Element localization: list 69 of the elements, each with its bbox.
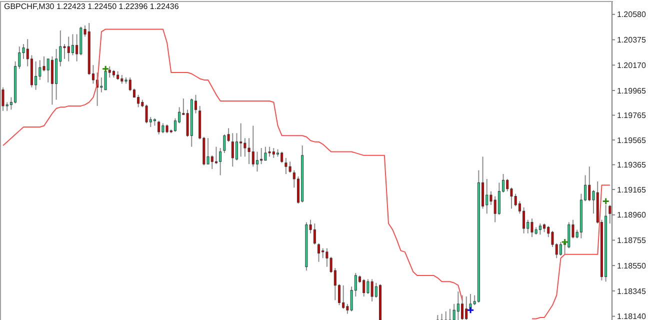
candlestick [235, 132, 238, 161]
y-tick-label: 1.20170 [617, 60, 646, 70]
candlestick [465, 296, 468, 320]
candlestick [272, 148, 275, 158]
y-tick-label: 1.18960 [617, 210, 646, 220]
candlestick [322, 248, 324, 259]
y-tick-label: 1.19165 [617, 185, 646, 194]
point [102, 65, 110, 73]
point [561, 238, 569, 246]
y-tick-label: 1.18140 [617, 312, 646, 320]
candlestick [145, 104, 148, 124]
candlestick [498, 182, 500, 216]
candlestick [440, 313, 444, 320]
candlestick [158, 120, 160, 135]
y-tick-label: 1.19765 [617, 111, 646, 120]
chart-title: GBPCHF,M30 1.22423 1.22450 1.22396 1.22436 [4, 2, 179, 11]
candlestick [162, 122, 164, 134]
point [466, 306, 474, 314]
candlestick [2, 86, 4, 112]
candlestick [67, 36, 70, 62]
candlestick [214, 146, 218, 165]
candlestick [559, 242, 562, 256]
y-tick-label: 1.18550 [617, 261, 646, 270]
y-tick-label: 1.19565 [617, 136, 646, 145]
candlestick [284, 157, 288, 174]
candlestick [588, 166, 591, 202]
candlestick [240, 122, 242, 158]
candlestick [63, 44, 66, 60]
candlestick [50, 56, 54, 106]
candlestick [288, 161, 292, 174]
candlestick [244, 138, 246, 158]
candlestick [461, 294, 464, 320]
candlestick [223, 134, 226, 154]
candlestick [456, 291, 460, 320]
candlestick [568, 222, 570, 249]
candlestick [260, 148, 263, 165]
candlestick [538, 222, 542, 236]
candlestick [444, 310, 448, 320]
candlestick [71, 34, 74, 56]
candlestick [206, 138, 210, 165]
y-tick-label: 1.18755 [617, 236, 646, 246]
candlestick [522, 206, 526, 234]
candlestick [256, 151, 258, 172]
y-tick-label: 1.19965 [617, 86, 646, 96]
candlestick [210, 154, 214, 170]
y-tick-label: 1.20375 [617, 36, 646, 45]
candlestick [231, 132, 234, 168]
candlestick [268, 146, 271, 158]
candlestick [342, 284, 345, 310]
candlestick [362, 278, 366, 297]
candlestick [486, 178, 488, 214]
candlestick [264, 146, 267, 161]
y-tick-label: 1.18345 [617, 286, 646, 296]
candlestick [248, 138, 250, 165]
candlestick [34, 60, 38, 90]
candlestick [530, 218, 534, 238]
candlestick [452, 303, 456, 320]
candlestick [46, 58, 50, 83]
candlestick [318, 242, 320, 262]
point [602, 197, 610, 205]
candlestick [313, 222, 316, 246]
candlestick [219, 148, 222, 176]
candlestick [370, 278, 374, 302]
candlestick [280, 151, 284, 164]
candlestick [366, 278, 370, 295]
candlestick [252, 125, 254, 168]
y-tick-label: 1.20580 [617, 10, 646, 20]
candlestick [448, 308, 452, 320]
y-tick-label: 1.19365 [617, 160, 646, 170]
